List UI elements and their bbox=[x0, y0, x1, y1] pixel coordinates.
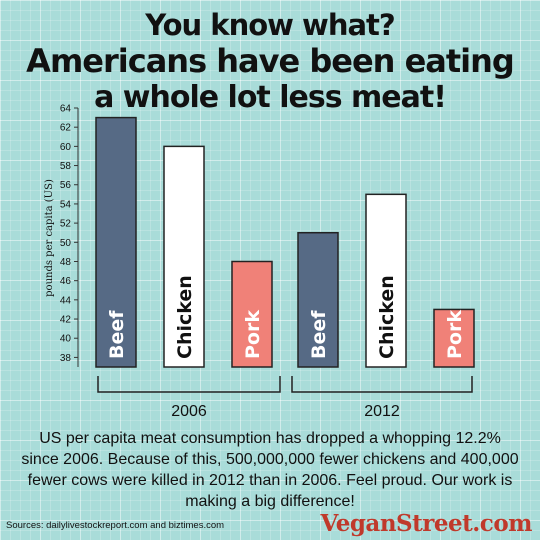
y-tick-label: 48 bbox=[60, 257, 72, 268]
group-bracket-2006 bbox=[97, 376, 281, 393]
bar-pork-2012 bbox=[433, 308, 475, 368]
sources-note: Sources: dailylivestockreport.com and bi… bbox=[6, 520, 225, 531]
y-tick-label: 64 bbox=[60, 104, 72, 115]
bar-label-pork: Pork bbox=[242, 310, 264, 359]
headline-line-2: Americans have been eating bbox=[26, 42, 515, 80]
y-tick-label: 56 bbox=[60, 180, 72, 191]
y-tick-label: 40 bbox=[60, 334, 72, 345]
bar-label-pork: Pork bbox=[444, 310, 466, 359]
x-group-label-2006: 2006 bbox=[171, 403, 207, 420]
bar-chicken-2012 bbox=[365, 193, 407, 368]
bar-label-beef: Beef bbox=[106, 310, 128, 359]
bar-label-chicken: Chicken bbox=[174, 275, 196, 359]
bar-label-beef: Beef bbox=[308, 310, 330, 359]
bar-label-chicken: Chicken bbox=[376, 275, 398, 359]
headline-line-3: a whole lot less meat! bbox=[94, 80, 447, 115]
headline-line-1: You know what? bbox=[145, 8, 395, 42]
bar-pork-2006 bbox=[231, 260, 273, 368]
y-tick-label: 44 bbox=[60, 295, 72, 306]
caption-text: US per capita meat consumption has dropp… bbox=[21, 430, 519, 510]
y-tick-label: 54 bbox=[60, 199, 72, 210]
y-tick-label: 42 bbox=[60, 315, 72, 326]
x-group-label-2012: 2012 bbox=[364, 403, 400, 420]
bar-beef-2012 bbox=[297, 231, 339, 368]
y-tick-label: 62 bbox=[60, 123, 72, 134]
brand-logo-text: VeganStreet.com bbox=[320, 510, 532, 537]
bar-chicken-2006 bbox=[163, 145, 205, 368]
y-tick-label: 52 bbox=[60, 219, 72, 230]
y-tick-label: 60 bbox=[60, 142, 72, 153]
y-tick-label: 58 bbox=[60, 161, 72, 172]
y-tick-label: 50 bbox=[60, 238, 72, 249]
y-tick-label: 38 bbox=[60, 353, 72, 364]
y-tick-label: 46 bbox=[60, 276, 72, 287]
group-bracket-2012 bbox=[291, 376, 473, 393]
y-axis-label: pounds per capita (US) bbox=[44, 179, 55, 297]
bar-beef-2006 bbox=[95, 116, 137, 368]
